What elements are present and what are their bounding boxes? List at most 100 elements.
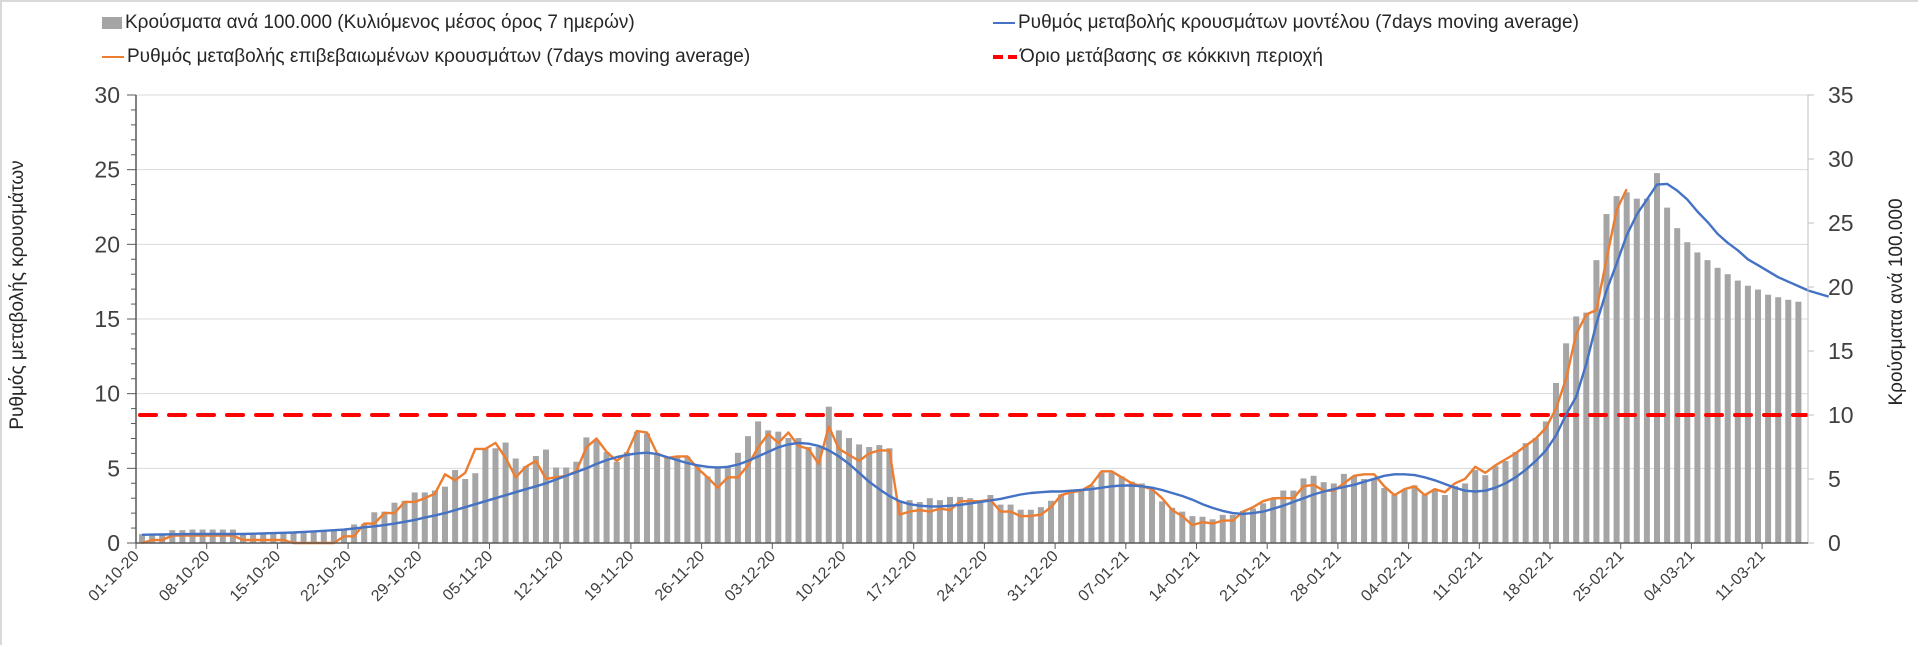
bar-47 <box>613 461 620 543</box>
right-tick-label: 10 <box>1828 402 1854 428</box>
bar-78 <box>926 498 933 543</box>
x-tick-label: 28-01-21 <box>1287 548 1344 605</box>
bar-61 <box>755 421 762 543</box>
legend-item-cases-bars: Κρούσματα ανά 100.000 (Κυλιόμενος μέσος … <box>102 12 635 34</box>
bar-56 <box>704 476 711 543</box>
bar-96 <box>1108 472 1115 543</box>
bar-39 <box>532 455 539 543</box>
bar-65 <box>795 438 802 543</box>
x-tick-label: 04-03-21 <box>1641 548 1698 605</box>
right-tick-label: 0 <box>1828 530 1841 556</box>
bar-84 <box>987 495 994 543</box>
bar-132 <box>1472 470 1479 543</box>
bar-140 <box>1553 383 1559 543</box>
bar-73 <box>876 445 883 543</box>
bar-31 <box>452 470 459 543</box>
bar-34 <box>482 448 489 543</box>
blue-line-swatch-icon <box>993 22 1015 24</box>
bar-143 <box>1583 312 1590 543</box>
bar-60 <box>745 436 751 543</box>
bar-127 <box>1421 495 1428 543</box>
left-tick-label: 0 <box>107 530 120 556</box>
bar-136 <box>1512 452 1519 543</box>
bar-146 <box>1613 196 1620 543</box>
bar-114 <box>1290 490 1297 543</box>
bar-135 <box>1502 461 1509 543</box>
bar-126 <box>1411 485 1418 543</box>
line-series <box>141 182 1830 545</box>
legend: Κρούσματα ανά 100.000 (Κυλιόμενος μέσος … <box>0 12 1920 72</box>
bar-122 <box>1371 479 1378 543</box>
left-tick-label: 25 <box>94 157 120 183</box>
bar-98 <box>1128 481 1135 543</box>
bar-50 <box>644 433 650 543</box>
x-tick-label: 12-11-20 <box>511 548 568 605</box>
bar-133 <box>1482 475 1489 543</box>
left-tick-label: 30 <box>94 82 120 108</box>
bar-91 <box>1058 494 1065 543</box>
legend-item-confirmed-rate: Ρυθμός μεταβολής επιβεβαιωμένων κρουσμάτ… <box>102 46 750 68</box>
bar-55 <box>694 466 701 543</box>
bar-21 <box>351 524 358 543</box>
bar-131 <box>1462 483 1469 543</box>
bar-163 <box>1785 299 1792 543</box>
bar-43 <box>573 461 580 543</box>
bar-116 <box>1310 475 1317 543</box>
bar-123 <box>1381 487 1388 543</box>
bar-104 <box>1189 516 1196 543</box>
bar-164 <box>1795 301 1802 543</box>
bar-119 <box>1340 473 1347 543</box>
bar-151 <box>1664 207 1671 543</box>
bar-0 <box>139 534 145 543</box>
confirmed-rate-line <box>141 188 1628 545</box>
legend-label-cases: Κρούσματα ανά 100.000 (Κυλιόμενος μέσος … <box>125 12 635 33</box>
bar-48 <box>623 452 630 543</box>
bar-117 <box>1320 482 1327 543</box>
bar-118 <box>1330 483 1337 543</box>
bar-112 <box>1270 498 1277 543</box>
orange-line-swatch-icon <box>102 56 124 58</box>
bar-33 <box>472 473 479 543</box>
bar-11 <box>250 533 257 543</box>
x-tick-label: 15-10-20 <box>227 548 284 605</box>
legend-label-confirmed-rate: Ρυθμός μεταβολής επιβεβαιωμένων κρουσμάτ… <box>127 46 751 67</box>
bar-66 <box>805 447 812 543</box>
bar-156 <box>1714 267 1721 543</box>
bar-142 <box>1573 316 1580 543</box>
bar-153 <box>1684 242 1691 543</box>
gridlines <box>136 94 1808 469</box>
bar-62 <box>765 430 772 543</box>
bar-81 <box>957 496 964 543</box>
bar-103 <box>1179 511 1186 543</box>
bar-108 <box>1229 514 1236 543</box>
bar-139 <box>1542 421 1549 543</box>
bar-51 <box>654 454 661 543</box>
bar-58 <box>724 466 731 543</box>
bar-15 <box>290 532 297 543</box>
bar-154 <box>1694 252 1701 543</box>
bar-77 <box>916 502 923 543</box>
right-tick-label: 5 <box>1828 466 1841 492</box>
bar-158 <box>1734 280 1741 543</box>
bar-69 <box>835 430 842 543</box>
bar-149 <box>1643 198 1650 543</box>
bar-138 <box>1532 438 1539 543</box>
bar-160 <box>1755 289 1761 543</box>
bar-79 <box>936 500 943 543</box>
bar-120 <box>1351 476 1357 543</box>
left-tick-label: 10 <box>94 381 120 407</box>
bar-124 <box>1391 495 1398 543</box>
bar-72 <box>866 447 873 543</box>
bar-144 <box>1593 260 1600 543</box>
right-tick-label: 25 <box>1828 210 1854 236</box>
bar-64 <box>785 438 792 543</box>
bar-145 <box>1603 214 1610 544</box>
bar-152 <box>1674 228 1681 543</box>
red-dash-swatch-icon <box>993 55 1017 59</box>
bar-147 <box>1623 192 1630 543</box>
bar-29 <box>431 490 438 543</box>
x-tick-label: 04-02-21 <box>1358 548 1415 605</box>
bar-89 <box>1037 507 1044 543</box>
right-tick-label: 20 <box>1828 274 1854 300</box>
bar-95 <box>1098 472 1105 543</box>
